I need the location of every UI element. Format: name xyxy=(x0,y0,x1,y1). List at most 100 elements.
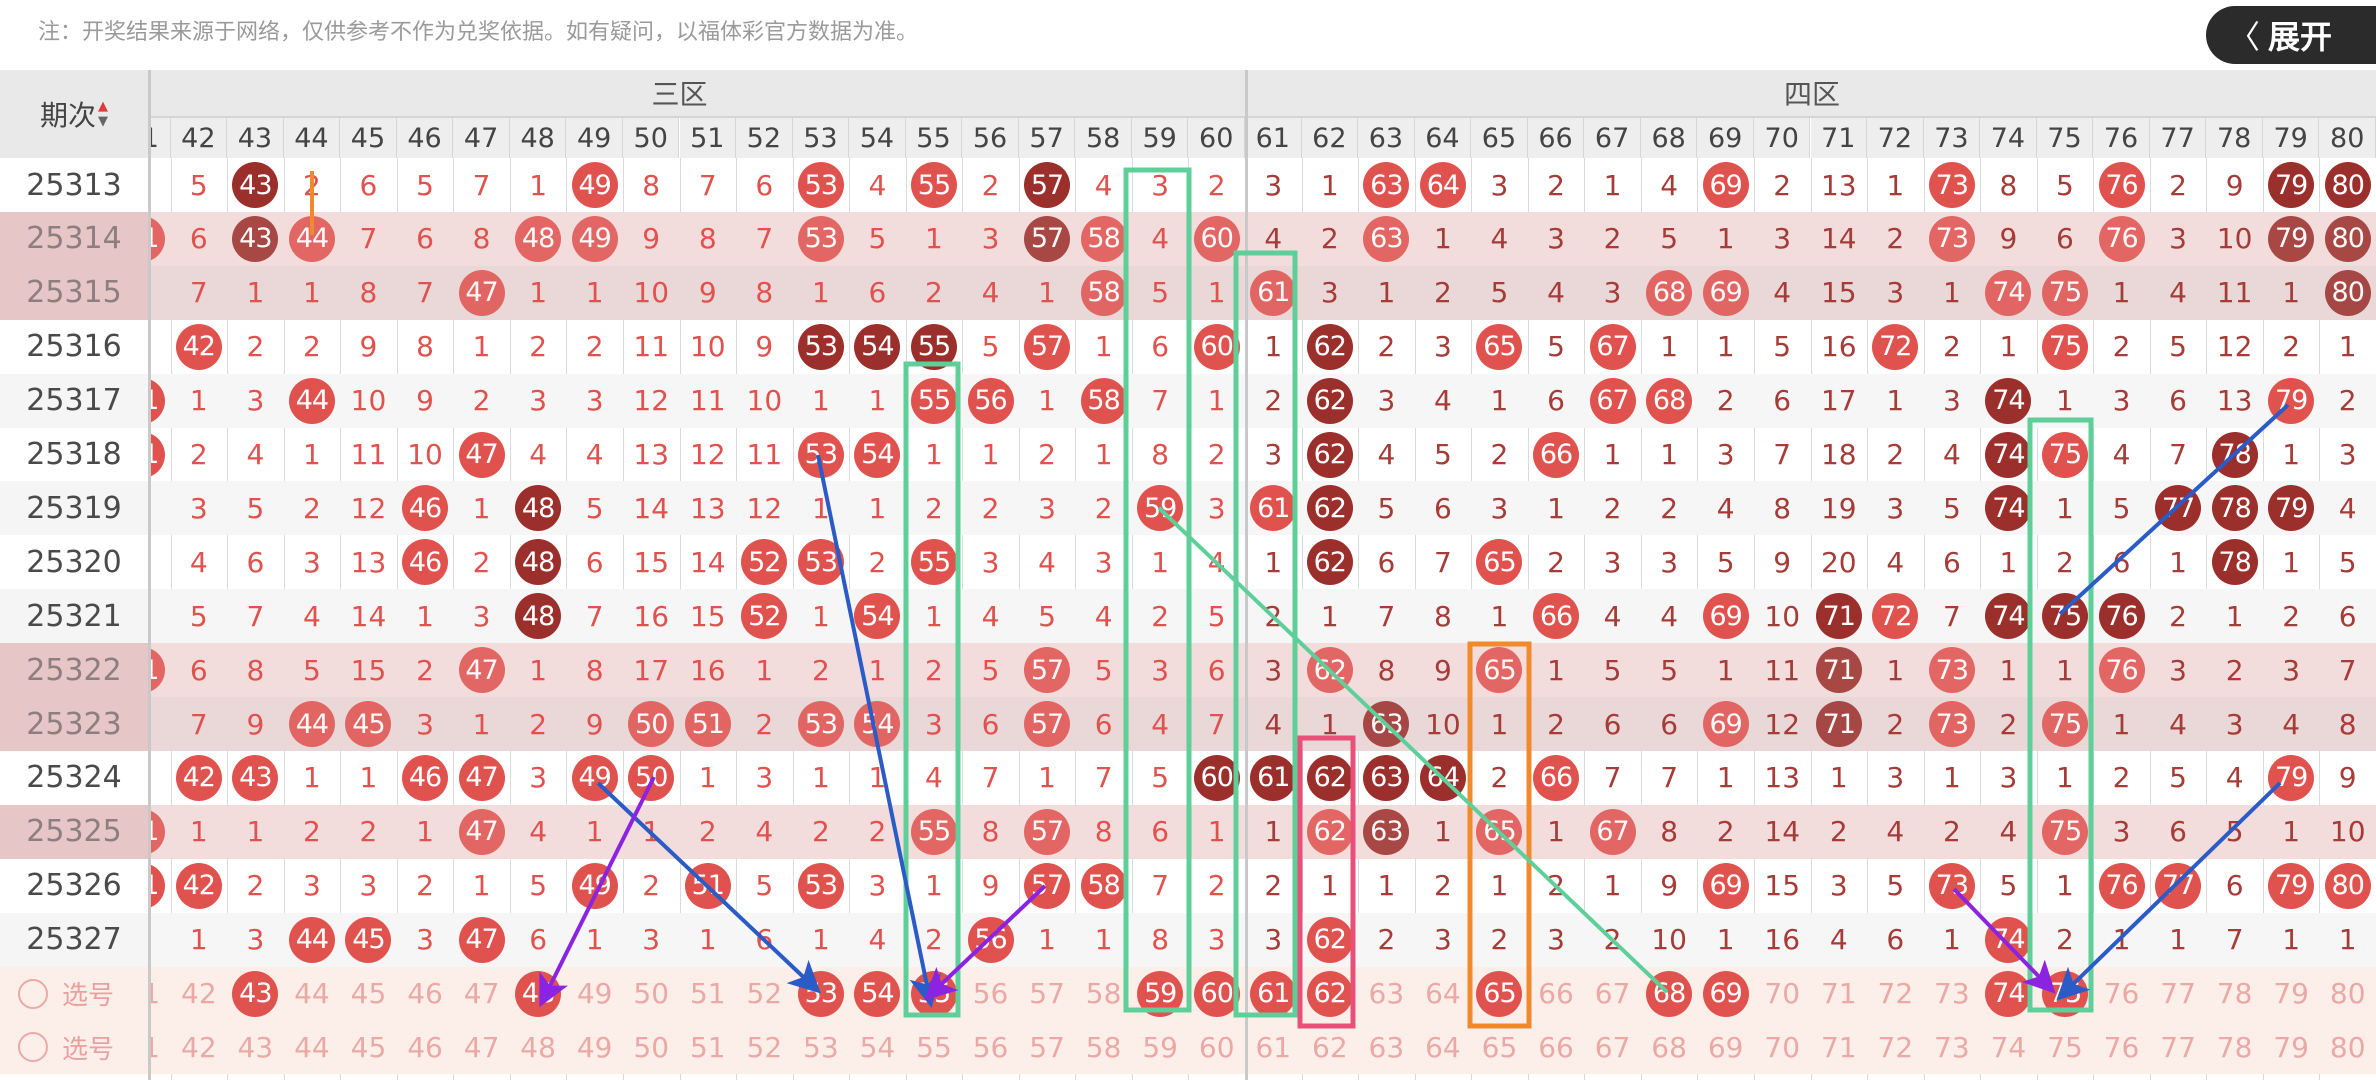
expand-button[interactable]: 〈 展开 xyxy=(2206,6,2376,64)
pick-cell[interactable]: 45 xyxy=(350,977,387,1010)
hit-ball[interactable]: 75 xyxy=(2041,970,2088,1017)
hit-ball[interactable]: 65 xyxy=(1476,970,1523,1017)
pick-cell[interactable]: 51 xyxy=(689,977,726,1010)
hit-ball[interactable]: 53 xyxy=(797,970,844,1017)
pick-cell[interactable]: 78 xyxy=(2216,977,2253,1010)
pick-cell[interactable]: 49 xyxy=(576,977,613,1010)
pick-cell[interactable]: 48 xyxy=(510,967,567,1021)
trend-grid[interactable]: 三区 四区 4142434445464748495051525354555657… xyxy=(151,70,2376,1080)
pick-cell[interactable]: 51 xyxy=(689,1030,726,1064)
pick-cell[interactable]: 70 xyxy=(1764,977,1801,1010)
pick-cell[interactable]: 72 xyxy=(1877,1030,1914,1064)
pick-row-label[interactable]: 选号 xyxy=(0,966,148,1021)
pick-cell[interactable]: 69 xyxy=(1697,967,1754,1021)
radio-button[interactable] xyxy=(18,1032,48,1063)
pick-cell[interactable]: 52 xyxy=(746,1030,783,1064)
pick-cell[interactable]: 62 xyxy=(1312,1030,1348,1064)
pick-cell[interactable]: 63 xyxy=(1368,977,1405,1010)
pick-cell[interactable]: 61 xyxy=(1255,1030,1292,1064)
pick-cell[interactable]: 63 xyxy=(1368,1030,1405,1064)
pick-cell[interactable]: 70 xyxy=(1764,1030,1801,1064)
sort-icon[interactable]: ▲ ▼ xyxy=(98,99,108,129)
pick-cell[interactable]: 50 xyxy=(633,1030,670,1064)
pick-cell[interactable]: 80 xyxy=(2329,977,2366,1010)
pick-cell[interactable]: 59 xyxy=(1142,1030,1178,1064)
pick-cell[interactable]: 41 xyxy=(151,977,161,1010)
pick-cell[interactable]: 48 xyxy=(520,1030,556,1064)
pick-cell[interactable]: 79 xyxy=(2273,1030,2309,1064)
pick-cell[interactable]: 73 xyxy=(1934,1030,1970,1064)
pick-cell[interactable]: 55 xyxy=(906,967,963,1021)
pick-cell[interactable]: 62 xyxy=(1302,967,1359,1021)
pick-cell[interactable]: 42 xyxy=(181,1030,217,1064)
hit-ball[interactable]: 55 xyxy=(910,970,957,1017)
pick-cell[interactable]: 74 xyxy=(1980,967,2037,1021)
pick-cell[interactable]: 56 xyxy=(972,977,1009,1010)
pick-cell[interactable]: 53 xyxy=(803,1030,839,1064)
pick-cell[interactable]: 44 xyxy=(294,1030,330,1064)
hit-ball[interactable]: 61 xyxy=(1250,970,1297,1017)
pick-cell[interactable]: 58 xyxy=(1085,1030,1122,1064)
pick-cell[interactable]: 76 xyxy=(2103,977,2140,1010)
pick-cell[interactable]: 53 xyxy=(793,967,850,1021)
radio-button[interactable] xyxy=(18,978,48,1009)
pick-cell[interactable]: 54 xyxy=(859,1030,896,1064)
pick-cell[interactable]: 72 xyxy=(1877,977,1914,1010)
pick-cell[interactable]: 52 xyxy=(746,977,783,1010)
pick-row-label[interactable]: 选号 xyxy=(0,1020,148,1075)
pick-cell[interactable]: 65 xyxy=(1481,1030,1518,1064)
pick-cell[interactable]: 47 xyxy=(463,1030,500,1064)
pick-cell[interactable]: 59 xyxy=(1132,967,1189,1021)
pick-cell[interactable]: 69 xyxy=(1707,1030,1744,1064)
pick-cell[interactable]: 74 xyxy=(1990,1030,2027,1064)
hit-ball[interactable]: 74 xyxy=(1985,970,2032,1017)
pick-cell[interactable]: 77 xyxy=(2160,1030,2196,1064)
hit-ball[interactable]: 43 xyxy=(232,970,279,1017)
hit-ball[interactable]: 68 xyxy=(1646,970,1693,1017)
pick-cell[interactable]: 49 xyxy=(576,1030,613,1064)
hit-ball[interactable]: 48 xyxy=(515,970,562,1017)
pick-cell[interactable]: 67 xyxy=(1594,977,1631,1010)
pick-cell[interactable]: 75 xyxy=(2047,1030,2083,1064)
pick-cell[interactable]: 55 xyxy=(916,1030,952,1064)
pick-cell[interactable]: 66 xyxy=(1538,1030,1574,1064)
pick-cell[interactable]: 44 xyxy=(294,977,330,1010)
pick-cell[interactable]: 78 xyxy=(2216,1030,2253,1064)
pick-cell[interactable]: 61 xyxy=(1245,967,1302,1021)
pick-cell[interactable]: 60 xyxy=(1188,967,1245,1021)
pick-cell[interactable]: 46 xyxy=(407,1030,443,1064)
pick-cell[interactable]: 68 xyxy=(1651,1030,1687,1064)
pick-cell[interactable]: 42 xyxy=(181,977,217,1010)
pick-cell[interactable]: 67 xyxy=(1594,1030,1631,1064)
pick-cell[interactable]: 46 xyxy=(407,977,443,1010)
period-header[interactable]: 期次 ▲ ▼ xyxy=(0,70,148,158)
pick-cell[interactable]: 50 xyxy=(633,977,670,1010)
pick-cell[interactable]: 57 xyxy=(1029,1030,1065,1064)
pick-cell[interactable]: 75 xyxy=(2037,967,2094,1021)
pick-cell[interactable]: 41 xyxy=(151,1030,161,1064)
hit-ball[interactable]: 54 xyxy=(854,970,901,1017)
pick-cell[interactable]: 60 xyxy=(1198,1030,1235,1064)
pick-cell[interactable]: 43 xyxy=(227,967,284,1021)
pick-cell[interactable]: 77 xyxy=(2160,977,2196,1010)
pick-cell[interactable]: 80 xyxy=(2329,1030,2366,1064)
hit-ball[interactable]: 69 xyxy=(1702,970,1749,1017)
hit-ball[interactable]: 59 xyxy=(1137,970,1184,1017)
pick-cell[interactable]: 43 xyxy=(237,1030,274,1064)
hit-ball[interactable]: 60 xyxy=(1193,970,1240,1017)
pick-cell[interactable]: 45 xyxy=(350,1030,387,1064)
hit-ball[interactable]: 62 xyxy=(1306,970,1353,1017)
pick-cell[interactable]: 58 xyxy=(1085,977,1122,1010)
pick-cell[interactable]: 57 xyxy=(1029,977,1065,1010)
pick-cell[interactable]: 47 xyxy=(463,977,500,1010)
pick-cell[interactable]: 68 xyxy=(1641,967,1698,1021)
pick-cell[interactable]: 65 xyxy=(1471,967,1528,1021)
pick-cell[interactable]: 73 xyxy=(1934,977,1970,1010)
pick-cell[interactable]: 56 xyxy=(972,1030,1009,1064)
pick-cell[interactable]: 64 xyxy=(1425,1030,1461,1064)
pick-cell[interactable]: 64 xyxy=(1425,977,1461,1010)
pick-cell[interactable]: 54 xyxy=(849,967,906,1021)
pick-cell[interactable]: 71 xyxy=(1820,1030,1857,1064)
pick-cell[interactable]: 76 xyxy=(2103,1030,2140,1064)
pick-cell[interactable]: 71 xyxy=(1820,977,1857,1010)
